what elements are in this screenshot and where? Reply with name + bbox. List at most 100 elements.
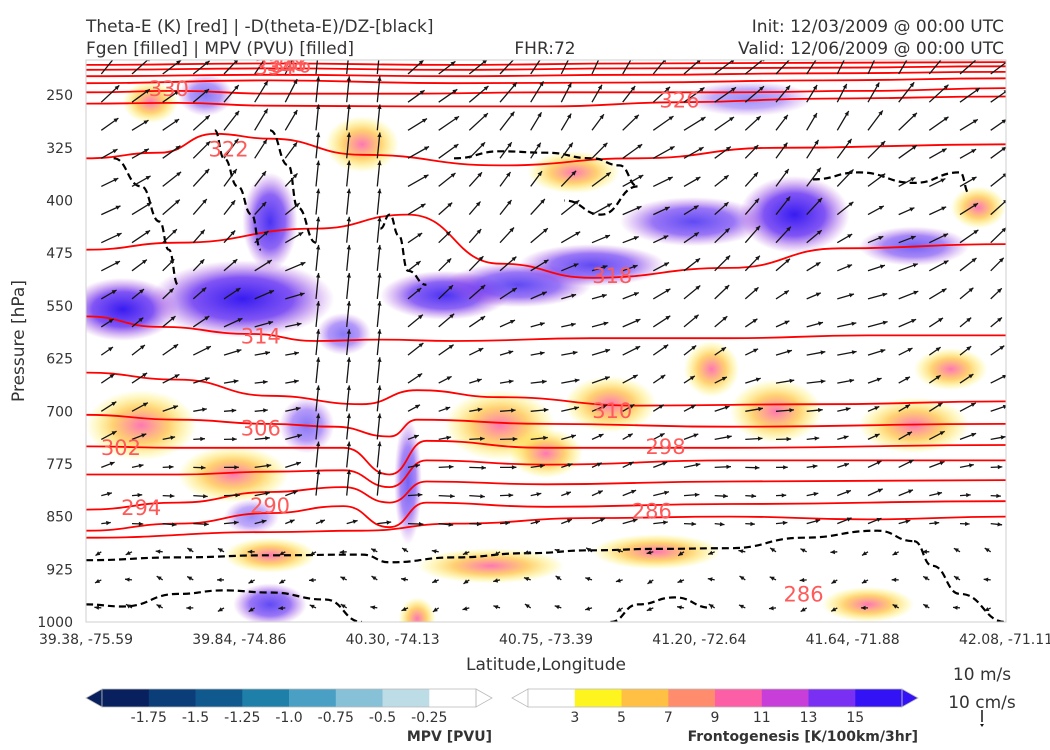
wind-arrowhead [176,171,182,177]
wind-arrowhead [937,491,942,496]
wind-arrowhead [818,321,823,326]
mpv-blob [394,418,422,545]
wind-arrowhead [843,435,849,440]
wind-arrowhead [204,169,210,174]
fgen-blob [224,537,316,573]
wind-arrowhead [784,169,789,174]
wind-arrowhead [377,188,382,194]
wind-arrowhead [632,264,638,269]
wind-arrowhead [453,144,459,149]
wind-arrowhead [175,199,180,205]
wind-arrowhead [694,492,700,497]
wind-arrowhead [665,315,671,321]
wind-arrowhead [912,263,918,268]
wind-arrowhead [233,60,239,64]
wind-arrowhead [892,604,898,609]
wind-arrowhead [137,493,143,498]
wind-arrowhead [512,82,517,88]
wind-arrowhead [346,357,351,362]
wind-arrowhead [605,234,610,239]
wind-arrowhead [601,404,607,409]
wind-arrowhead [432,607,438,612]
wind-arrowhead [570,322,576,327]
wind-arrowhead [555,575,561,581]
wind-arrowhead [567,463,573,468]
wind-arrowhead [377,329,382,334]
wind-arrowhead [296,322,302,327]
theta-e-line-310 [86,371,1006,407]
wind-arrowhead [261,201,267,207]
wind-arrowhead [233,520,239,525]
wind-arrowhead [204,522,209,527]
colorbar-extend-left [85,688,103,708]
wind-arrowhead [202,407,207,412]
wind-arrowhead [691,521,697,527]
wind-arrowhead [539,81,544,87]
fgen-blob [509,428,583,478]
wind-arrowhead [677,605,682,610]
wind-arrowhead [844,462,849,467]
wind-arrowhead [476,378,482,383]
theta-e-line-318 [86,213,1006,279]
wind-arrowhead [431,549,437,554]
wind-arrowhead [943,233,949,238]
wind-arrowhead [401,577,406,582]
wind-arrowhead [844,111,849,116]
wind-arrowhead [413,434,419,439]
wind-arrowhead [738,549,744,554]
wind-arrowhead [478,348,484,353]
wind-arrowhead [539,351,545,356]
wind-arrowhead [813,491,819,497]
wind-arrowhead [575,231,581,236]
wind-arrowhead [905,404,911,409]
wind-arrowhead [878,110,883,116]
wind-key-line2: 10 cm/s [948,693,1016,713]
wind-arrowhead [217,577,222,582]
wind-arrowhead [125,577,130,582]
wind-arrowhead [694,232,699,237]
wind-arrowhead [953,548,959,553]
wind-arrowhead [340,576,346,581]
wind-arrowhead [943,116,949,122]
wind-arrowhead [846,490,851,495]
y-tick-label: 625 [46,352,73,368]
wind-arrowhead [997,288,1002,293]
wind-arrowhead [155,549,161,554]
wind-arrowhead [879,264,885,269]
wind-arrowhead [907,348,913,353]
wind-arrowhead [174,119,180,124]
wind-arrowhead [346,413,351,419]
wind-arrowhead [973,229,979,235]
wind-arrowhead [831,607,837,612]
wind-arrowhead [999,345,1005,350]
colorbar-tick-label: 3 [570,710,579,726]
wind-arrowhead [386,520,392,525]
wind-arrowhead [172,229,177,234]
wind-arrowhead [699,87,705,92]
wind-arrowhead [115,205,121,210]
wind-arrowhead [689,375,695,381]
wind-arrowhead [815,292,821,297]
wind-arrowhead [235,288,241,293]
plot-frame [85,59,1007,623]
wind-arrowhead [377,104,382,110]
wind-arrowhead [907,431,912,436]
wind-arrowhead [94,605,99,610]
wind-arrowhead [415,404,420,409]
ddz-line [812,171,970,195]
mpv-blob [233,583,307,622]
wind-arrowhead [432,578,438,583]
wind-arrowhead [603,321,609,326]
wind-arrowhead [293,379,299,384]
wind-arrowhead [202,199,207,204]
wind-arrowhead [941,288,947,293]
wind-arrowhead [665,86,671,92]
colorbar-swatch [429,689,477,707]
wind-arrowhead [789,408,794,413]
wind-arrowhead [698,147,704,152]
wind-arrowhead [508,493,514,498]
wind-arrowhead [523,550,529,555]
